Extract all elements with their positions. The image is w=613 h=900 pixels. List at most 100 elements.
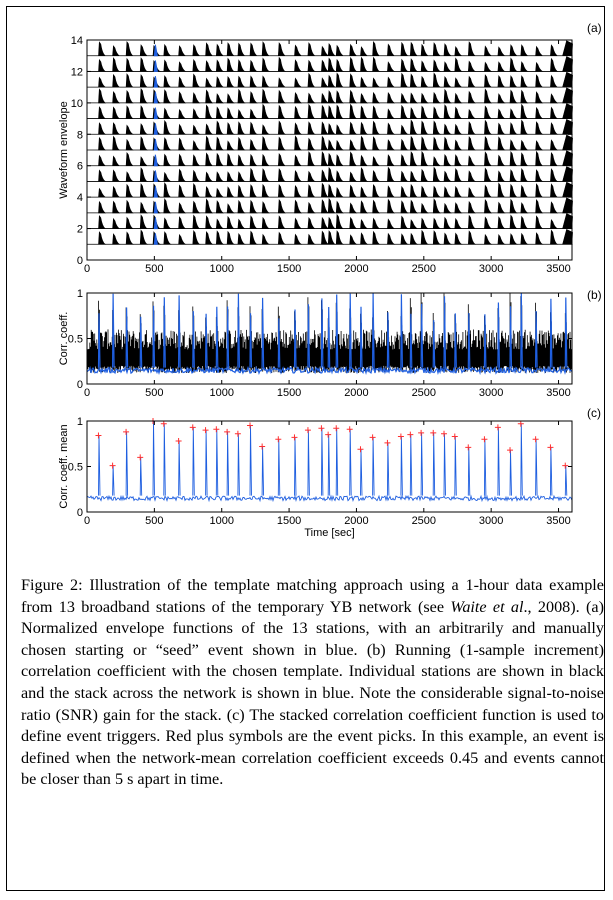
seed-event: [153, 233, 158, 245]
event-pick: [175, 438, 182, 445]
event-pick: [95, 432, 102, 439]
seed-event: [153, 60, 158, 72]
station-envelope: [98, 150, 573, 166]
event-pick: [333, 425, 340, 432]
x-tick-label: 3500: [546, 387, 570, 399]
x-tick-label: 1500: [277, 387, 301, 399]
event-pick: [325, 431, 332, 438]
x-tick-label: 500: [145, 515, 163, 527]
event-pick: [109, 462, 116, 469]
event-pick: [234, 430, 241, 437]
event-pick: [418, 429, 425, 436]
y-tick-label: 0: [77, 379, 83, 391]
station-envelope: [98, 213, 573, 229]
station-envelope: [98, 166, 573, 182]
seed-event: [153, 186, 158, 198]
y-tick-label: 2: [77, 224, 83, 236]
event-pick: [318, 425, 325, 432]
caption-part2: ., 2008). (a) Normalized envelope functi…: [21, 597, 604, 789]
station-envelope: [98, 118, 573, 135]
x-tick-label: 2500: [412, 515, 436, 527]
y-tick-label: 12: [71, 66, 83, 78]
event-pick: [517, 420, 524, 427]
x-tick-label: 1000: [209, 387, 233, 399]
event-pick: [407, 431, 414, 438]
event-pick: [562, 462, 569, 469]
panel-tag: (c): [587, 406, 601, 420]
y-axis-label: Waveform envelope: [58, 101, 70, 198]
x-tick-label: 3500: [546, 515, 570, 527]
station-envelope: [98, 40, 573, 56]
event-pick: [160, 420, 167, 427]
event-pick: [430, 429, 437, 436]
station-envelope: [98, 197, 573, 214]
station-envelope: [98, 181, 573, 198]
panel-tag: (a): [587, 21, 602, 35]
y-tick-label: 0.5: [68, 462, 83, 474]
station-envelope: [98, 228, 573, 245]
seed-event: [153, 91, 158, 104]
station-envelope: [98, 87, 573, 104]
event-pick: [465, 444, 472, 451]
x-tick-label: 0: [84, 263, 90, 275]
event-pick: [202, 427, 209, 434]
axes-box: [86, 39, 573, 261]
y-tick-label: 1: [77, 288, 83, 300]
seed-event: [153, 107, 158, 120]
figure-frame: 0 500 1000 1500 2000 2500 3000 3500 0 2 4 6 8 10 12 14 W…: [6, 6, 605, 891]
event-pick: [441, 430, 448, 437]
x-tick-label: 2500: [412, 387, 436, 399]
event-pick: [451, 433, 458, 440]
y-tick-label: 4: [77, 192, 83, 204]
x-tick-label: 1500: [277, 515, 301, 527]
caption-part1: Figure 2: Illustration of the template m…: [21, 576, 604, 616]
y-tick-label: 0: [77, 255, 83, 267]
event-pick: [547, 444, 554, 451]
seed-event: [153, 170, 158, 182]
seed-event: [153, 217, 158, 230]
event-pick: [213, 426, 220, 433]
event-pick: [384, 439, 391, 446]
y-tick-label: 0.5: [68, 334, 83, 346]
seed-event: [153, 138, 158, 151]
event-pick: [532, 436, 539, 443]
y-tick-label: 6: [77, 161, 83, 173]
station-envelope: [98, 134, 573, 151]
event-pick: [304, 427, 311, 434]
event-pick: [259, 443, 266, 450]
x-tick-label: 500: [145, 263, 163, 275]
event-pick: [291, 434, 298, 441]
y-tick-label: 10: [71, 98, 83, 110]
event-pick: [369, 434, 376, 441]
event-pick: [123, 428, 130, 435]
panel-a: 0 500 1000 1500 2000 2500 3000 3500 0 2 4 6 8 10 12 14 W…: [58, 21, 602, 275]
x-tick-label: 2000: [344, 387, 368, 399]
x-tick-label: 500: [145, 387, 163, 399]
y-tick-label: 1: [77, 416, 83, 428]
figure-chart: 0 500 1000 1500 2000 2500 3000 350002468101214W…: [58, 21, 602, 539]
x-tick-label: 0: [84, 387, 90, 399]
y-axis-label: Corr. coeff.: [58, 312, 70, 366]
seed-event: [153, 44, 158, 57]
seed-event: [153, 154, 158, 167]
event-pick: [275, 436, 282, 443]
station-envelope: [98, 56, 573, 72]
seed-event: [153, 76, 158, 88]
station-envelope: [98, 71, 573, 88]
x-tick-label: 1500: [277, 263, 301, 275]
event-pick: [137, 454, 144, 461]
x-tick-label: 0: [84, 515, 90, 527]
x-tick-label: 3500: [546, 263, 570, 275]
event-pick: [494, 424, 501, 431]
y-tick-label: 0: [77, 507, 83, 519]
event-pick: [224, 428, 231, 435]
panel-tag: (b): [587, 288, 602, 302]
x-tick-label: 2000: [344, 263, 368, 275]
event-pick: [481, 436, 488, 443]
x-tick-label: 2000: [344, 515, 368, 527]
x-tick-label: 1000: [209, 515, 233, 527]
x-tick-label: 2500: [412, 263, 436, 275]
stack-corr-series: [86, 293, 573, 376]
x-tick-label: 3000: [479, 515, 503, 527]
event-pick: [189, 424, 196, 431]
